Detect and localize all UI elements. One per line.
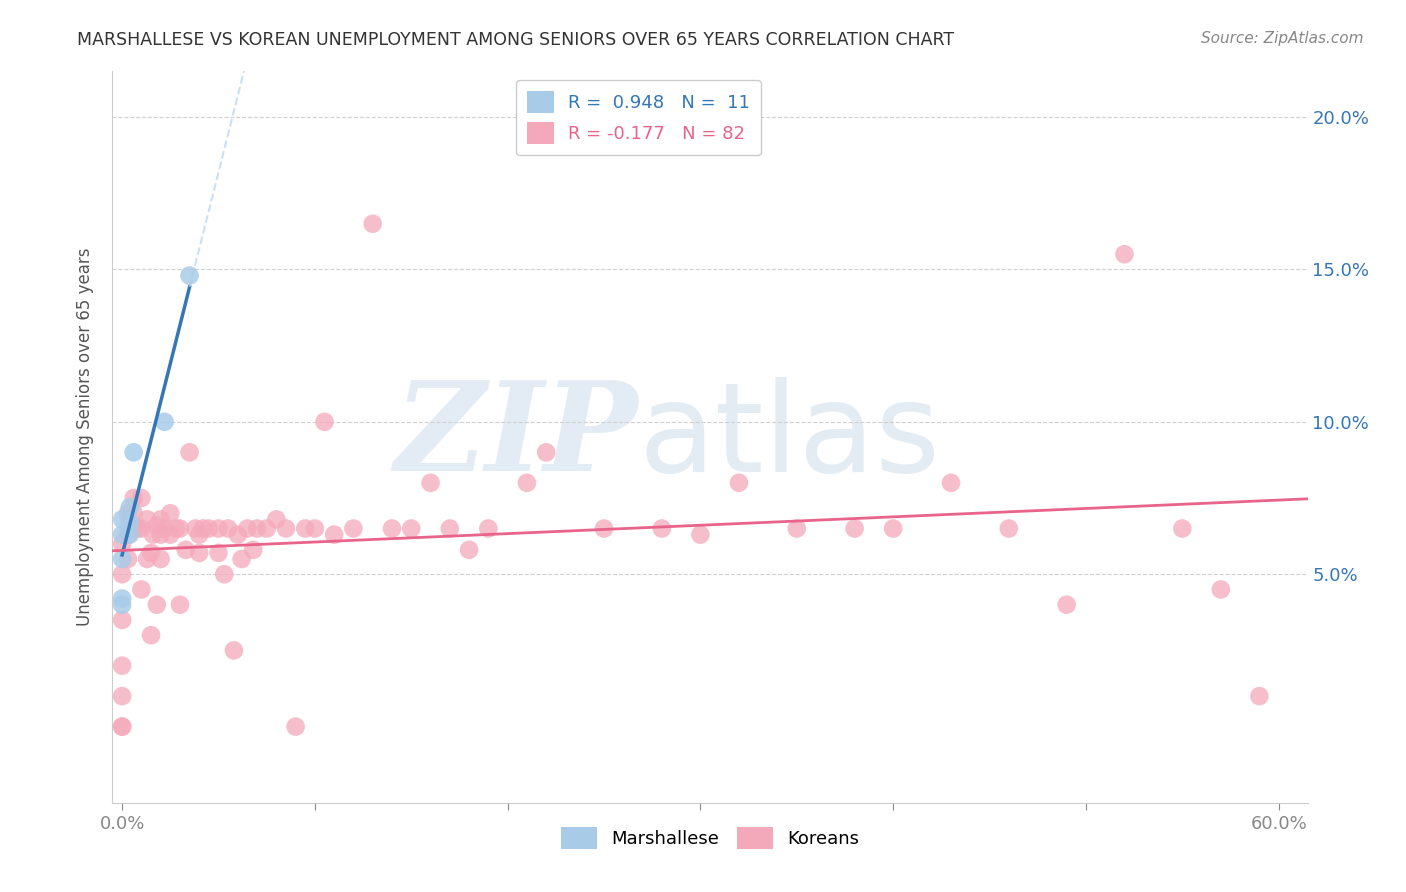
Text: atlas: atlas xyxy=(638,376,941,498)
Point xyxy=(593,521,616,535)
Point xyxy=(118,527,141,541)
Point xyxy=(136,512,159,526)
Point xyxy=(179,268,201,283)
Point xyxy=(534,445,557,459)
Point xyxy=(111,527,134,541)
Point xyxy=(188,527,211,541)
Point xyxy=(174,542,197,557)
Point xyxy=(207,521,229,535)
Point xyxy=(111,537,134,551)
Point xyxy=(266,512,288,526)
Point xyxy=(214,567,236,582)
Point xyxy=(111,567,134,582)
Point xyxy=(246,521,269,535)
Point xyxy=(153,415,176,429)
Point xyxy=(1209,582,1232,597)
Point xyxy=(146,598,169,612)
Point xyxy=(844,521,866,535)
Point xyxy=(304,521,326,535)
Text: ZIP: ZIP xyxy=(395,376,638,498)
Point xyxy=(323,527,346,541)
Point xyxy=(477,521,499,535)
Point xyxy=(118,500,141,515)
Point xyxy=(153,521,176,535)
Point xyxy=(361,217,384,231)
Point xyxy=(242,542,264,557)
Point xyxy=(169,521,191,535)
Point xyxy=(786,521,808,535)
Point xyxy=(131,491,153,505)
Point xyxy=(131,521,153,535)
Point xyxy=(207,546,229,560)
Point xyxy=(256,521,278,535)
Point xyxy=(111,720,134,734)
Point xyxy=(159,506,181,520)
Point xyxy=(149,512,172,526)
Point xyxy=(689,527,711,541)
Point xyxy=(165,521,187,535)
Point xyxy=(284,720,307,734)
Point xyxy=(122,521,145,535)
Point xyxy=(179,445,201,459)
Point xyxy=(728,475,751,490)
Point xyxy=(191,521,214,535)
Point xyxy=(122,506,145,520)
Point xyxy=(998,521,1021,535)
Text: MARSHALLESE VS KOREAN UNEMPLOYMENT AMONG SENIORS OVER 65 YEARS CORRELATION CHART: MARSHALLESE VS KOREAN UNEMPLOYMENT AMONG… xyxy=(77,31,955,49)
Point xyxy=(127,521,149,535)
Point xyxy=(142,527,165,541)
Point xyxy=(294,521,316,535)
Point xyxy=(439,521,461,535)
Point xyxy=(139,546,162,560)
Point xyxy=(117,506,139,520)
Point xyxy=(1171,521,1194,535)
Point xyxy=(184,521,207,535)
Point xyxy=(516,475,538,490)
Point xyxy=(198,521,221,535)
Point xyxy=(122,445,145,459)
Point xyxy=(149,552,172,566)
Point xyxy=(381,521,404,535)
Text: Source: ZipAtlas.com: Source: ZipAtlas.com xyxy=(1201,31,1364,46)
Point xyxy=(111,658,134,673)
Point xyxy=(226,527,249,541)
Point xyxy=(117,552,139,566)
Point xyxy=(111,598,134,612)
Point xyxy=(111,689,134,703)
Point xyxy=(136,552,159,566)
Point xyxy=(146,518,169,533)
Point xyxy=(159,527,181,541)
Point xyxy=(188,546,211,560)
Point xyxy=(231,552,253,566)
Legend: Marshallese, Koreans: Marshallese, Koreans xyxy=(554,820,866,856)
Point xyxy=(939,475,962,490)
Point xyxy=(882,521,904,535)
Point xyxy=(1056,598,1078,612)
Point xyxy=(458,542,481,557)
Point xyxy=(131,582,153,597)
Point xyxy=(342,521,364,535)
Point xyxy=(111,591,134,606)
Point xyxy=(118,516,141,530)
Point xyxy=(111,613,134,627)
Point xyxy=(236,521,259,535)
Point xyxy=(419,475,441,490)
Point xyxy=(111,720,134,734)
Point xyxy=(169,598,191,612)
Point xyxy=(274,521,297,535)
Point xyxy=(401,521,423,535)
Point xyxy=(222,643,245,657)
Point xyxy=(139,628,162,642)
Point xyxy=(111,552,134,566)
Point xyxy=(149,527,172,541)
Point xyxy=(314,415,336,429)
Point xyxy=(117,527,139,541)
Point xyxy=(217,521,239,535)
Point xyxy=(651,521,673,535)
Y-axis label: Unemployment Among Seniors over 65 years: Unemployment Among Seniors over 65 years xyxy=(76,248,94,626)
Point xyxy=(1114,247,1136,261)
Point xyxy=(1249,689,1271,703)
Point xyxy=(111,512,134,526)
Point xyxy=(122,491,145,505)
